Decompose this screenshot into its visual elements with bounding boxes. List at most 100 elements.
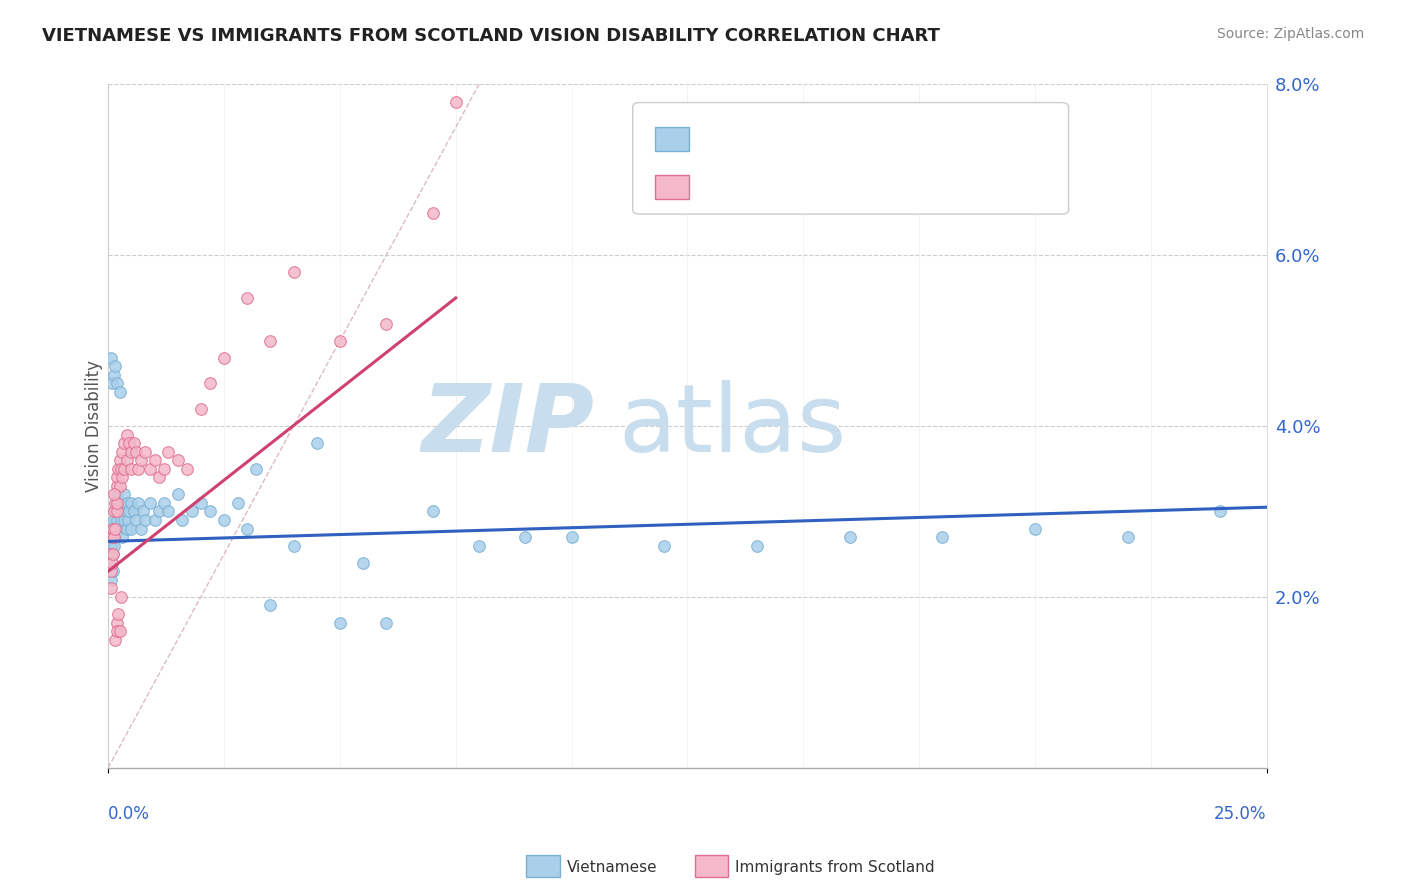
Point xyxy=(108,453,131,467)
Point xyxy=(212,513,235,527)
Point xyxy=(105,496,128,510)
Point xyxy=(105,504,128,518)
Point xyxy=(198,504,221,518)
Point xyxy=(125,513,148,527)
Point xyxy=(120,462,142,476)
Point xyxy=(172,513,194,527)
Point xyxy=(166,453,188,467)
Point xyxy=(105,615,128,630)
Point xyxy=(112,513,135,527)
Point xyxy=(112,462,135,476)
Text: N =: N = xyxy=(814,131,851,149)
Point xyxy=(101,556,124,570)
Point xyxy=(111,530,134,544)
Point xyxy=(103,539,125,553)
Text: 0.056: 0.056 xyxy=(738,131,794,149)
Point xyxy=(117,513,139,527)
Point xyxy=(103,504,125,518)
Point xyxy=(198,376,221,391)
Text: 25.0%: 25.0% xyxy=(1215,805,1267,823)
Point xyxy=(1024,522,1046,536)
Point xyxy=(101,376,124,391)
Point xyxy=(139,462,162,476)
Point xyxy=(444,95,467,109)
Point xyxy=(329,615,352,630)
Point xyxy=(103,487,125,501)
Point xyxy=(122,436,145,450)
Point xyxy=(101,547,124,561)
Point xyxy=(120,522,142,536)
Point xyxy=(1209,504,1232,518)
Point xyxy=(283,539,305,553)
Point xyxy=(190,496,212,510)
Point xyxy=(108,384,131,399)
Point xyxy=(108,496,131,510)
Point xyxy=(375,615,398,630)
Point xyxy=(153,462,176,476)
Point xyxy=(110,513,132,527)
Point xyxy=(838,530,860,544)
Point xyxy=(375,317,398,331)
Text: Vietnamese: Vietnamese xyxy=(567,860,657,874)
Text: VIETNAMESE VS IMMIGRANTS FROM SCOTLAND VISION DISABILITY CORRELATION CHART: VIETNAMESE VS IMMIGRANTS FROM SCOTLAND V… xyxy=(42,27,941,45)
Point xyxy=(100,582,122,596)
Point xyxy=(105,479,128,493)
Point xyxy=(515,530,537,544)
Point xyxy=(107,496,129,510)
Point xyxy=(108,624,131,638)
Point xyxy=(101,547,124,561)
Text: ZIP: ZIP xyxy=(422,380,595,472)
Point xyxy=(104,522,127,536)
Point xyxy=(148,504,170,518)
Point xyxy=(352,556,374,570)
Text: 0.0%: 0.0% xyxy=(108,805,150,823)
Point xyxy=(111,470,134,484)
Point xyxy=(111,504,134,518)
Point xyxy=(118,504,141,518)
Text: atlas: atlas xyxy=(619,380,846,472)
Text: Source: ZipAtlas.com: Source: ZipAtlas.com xyxy=(1216,27,1364,41)
Point xyxy=(1116,530,1139,544)
Point xyxy=(104,632,127,647)
Point xyxy=(153,496,176,510)
Point xyxy=(115,427,138,442)
Text: R =: R = xyxy=(699,131,735,149)
Text: Immigrants from Scotland: Immigrants from Scotland xyxy=(735,860,935,874)
Point xyxy=(100,351,122,365)
Point xyxy=(226,496,249,510)
Point xyxy=(143,453,166,467)
Point xyxy=(111,444,134,458)
Point xyxy=(139,496,162,510)
Point xyxy=(115,496,138,510)
Point xyxy=(105,522,128,536)
Text: 0.371: 0.371 xyxy=(738,178,794,196)
Point xyxy=(122,504,145,518)
Point xyxy=(100,573,122,587)
Text: N =: N = xyxy=(814,178,851,196)
Point xyxy=(129,453,152,467)
Point xyxy=(236,291,259,305)
Point xyxy=(107,462,129,476)
Point xyxy=(101,522,124,536)
Y-axis label: Vision Disability: Vision Disability xyxy=(86,360,103,492)
Point xyxy=(110,462,132,476)
Point xyxy=(112,487,135,501)
Point xyxy=(329,334,352,348)
Point xyxy=(107,470,129,484)
Point xyxy=(245,462,267,476)
Point xyxy=(108,522,131,536)
Point xyxy=(100,556,122,570)
Text: 57: 57 xyxy=(853,178,879,196)
Point xyxy=(176,462,198,476)
Point xyxy=(100,547,122,561)
Point xyxy=(180,504,202,518)
Point xyxy=(101,530,124,544)
Point xyxy=(259,599,281,613)
Point xyxy=(422,504,444,518)
Point xyxy=(107,607,129,621)
Point xyxy=(468,539,491,553)
Point xyxy=(115,522,138,536)
Point xyxy=(107,487,129,501)
Point xyxy=(110,590,132,604)
Point xyxy=(305,436,328,450)
